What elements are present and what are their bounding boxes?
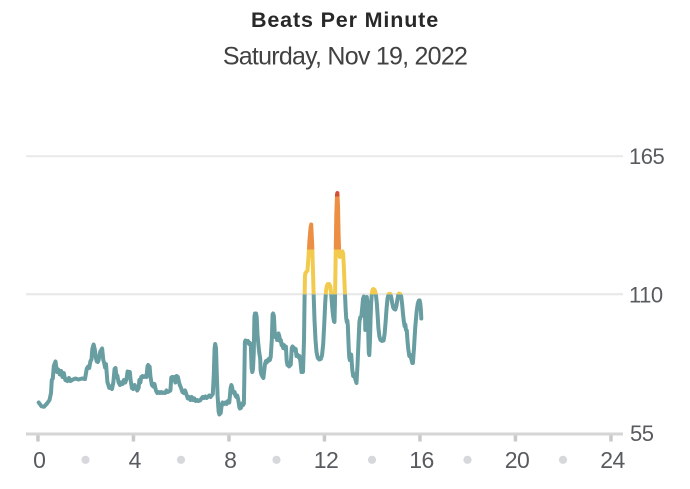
svg-text:165: 165 <box>629 144 664 169</box>
svg-text:55: 55 <box>630 421 654 446</box>
svg-text:0: 0 <box>33 447 46 473</box>
svg-text:110: 110 <box>629 283 663 308</box>
svg-text:Saturday, Nov 19, 2022: Saturday, Nov 19, 2022 <box>223 43 467 71</box>
svg-text:16: 16 <box>409 447 434 473</box>
svg-text:24: 24 <box>600 447 625 473</box>
svg-text:Beats Per Minute: Beats Per Minute <box>251 8 439 32</box>
svg-text:20: 20 <box>505 447 530 473</box>
svg-text:8: 8 <box>224 447 237 473</box>
svg-text:4: 4 <box>129 447 142 473</box>
svg-text:12: 12 <box>314 447 339 473</box>
